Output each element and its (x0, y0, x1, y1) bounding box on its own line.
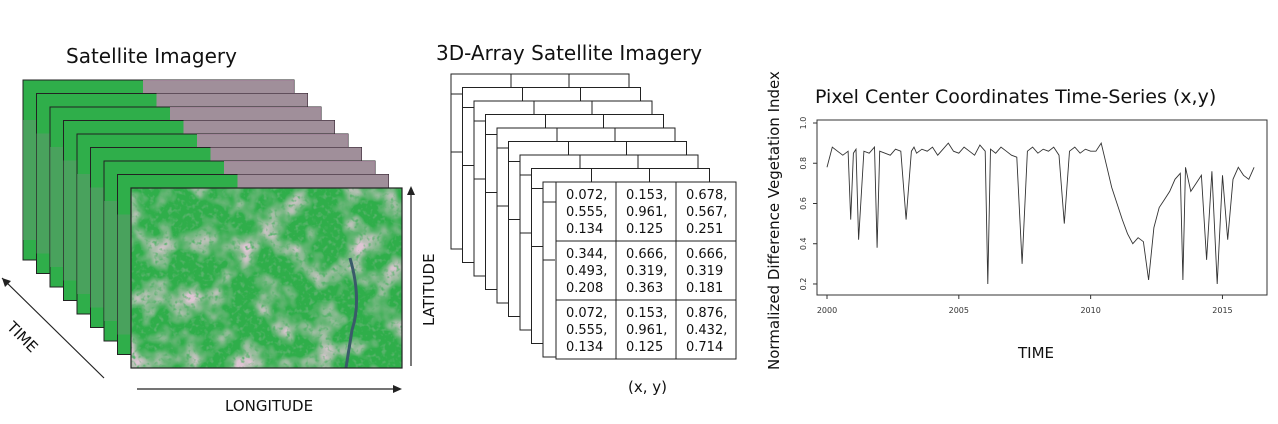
latitude-axis-arrow (407, 186, 415, 366)
pixel-value: 0.493, (566, 264, 607, 279)
ndvi-series-line (826, 141, 1255, 285)
pixel-value: 0.567, (686, 205, 727, 220)
array-title: 3D-Array Satellite Imagery (436, 41, 703, 65)
time-axis-arrow (1, 277, 105, 379)
x-tick-label: 2000 (817, 306, 837, 315)
y-tick-label: 0.2 (799, 278, 808, 291)
y-tick-label: 0.8 (799, 157, 808, 170)
pixel-value: 0.153, (626, 188, 667, 203)
pixel-value: 0.555, (566, 205, 607, 220)
pixel-cell: 0.678, 0.567, 0.251 (675, 181, 737, 242)
satellite-imagery-title: Satellite Imagery (66, 44, 237, 68)
longitude-axis-arrow (137, 385, 402, 393)
pixel-coordinate-label: (x, y) (628, 378, 667, 396)
pixel-value: 0.251 (686, 222, 723, 237)
front-pixel-grid: 0.072, 0.555, 0.134 0.153, 0.961, 0.125 0.678,… (555, 181, 737, 360)
pixel-value: 0.125 (626, 222, 663, 237)
pixel-cell: 0.666, 0.319, 0.363 (615, 240, 677, 301)
y-tick-label: 1.0 (799, 117, 808, 130)
pixel-value: 0.153, (626, 306, 667, 321)
front-satellite-image (131, 188, 402, 368)
y-tick-label: 0.4 (799, 237, 808, 250)
x-axis-label: TIME (1018, 344, 1055, 362)
pixel-value: 0.666, (626, 247, 667, 262)
pixel-value: 0.678, (686, 188, 727, 203)
x-tick-label: 2015 (1212, 306, 1232, 315)
plot-frame (816, 119, 1268, 296)
pixel-value: 0.876, (686, 306, 727, 321)
pixel-value: 0.363 (626, 281, 663, 296)
pixel-value: 0.134 (566, 222, 603, 237)
pixel-value: 0.072, (566, 306, 607, 321)
x-tick-label: 2005 (949, 306, 969, 315)
pixel-cell: 0.344, 0.493, 0.208 (555, 240, 617, 301)
pixel-value: 0.555, (566, 323, 607, 338)
pixel-value: 0.319 (686, 264, 723, 279)
pixel-value: 0.432, (686, 323, 727, 338)
pixel-cell: 0.666, 0.319 0.181 (675, 240, 737, 301)
pixel-cell: 0.072, 0.555, 0.134 (555, 299, 617, 360)
y-tick-label: 0.6 (799, 197, 808, 210)
y-axis-label: Normalized Difference Vegetation Index (765, 71, 783, 370)
pixel-value: 0.714 (686, 340, 723, 355)
pixel-value: 0.181 (686, 281, 723, 296)
pixel-value: 0.961, (626, 323, 667, 338)
pixel-value: 0.666, (686, 247, 727, 262)
pixel-value: 0.134 (566, 340, 603, 355)
pixel-value: 0.319, (626, 264, 667, 279)
pixel-value: 0.961, (626, 205, 667, 220)
pixel-value: 0.125 (626, 340, 663, 355)
pixel-value: 0.344, (566, 247, 607, 262)
river-line (344, 257, 359, 368)
pixel-value: 0.208 (566, 281, 603, 296)
pixel-value: 0.072, (566, 188, 607, 203)
pixel-cell: 0.153, 0.961, 0.125 (615, 299, 677, 360)
x-tick-label: 2010 (1080, 306, 1100, 315)
pixel-cell: 0.876, 0.432, 0.714 (675, 299, 737, 360)
longitude-axis-label: LONGITUDE (225, 397, 314, 415)
chart-title: Pixel Center Coordinates Time-Series (x,… (815, 86, 1217, 108)
